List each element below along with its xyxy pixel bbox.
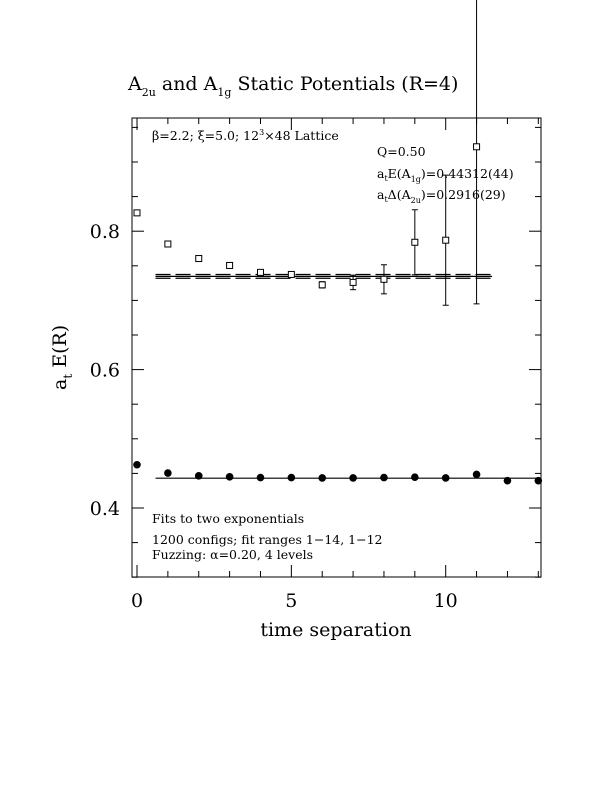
fit-gap-a2u: atΔ(A2u)=0.2916(29) — [377, 187, 506, 205]
axis-tick-labels: 0 5 10 0.4 0.6 0.8 — [90, 221, 458, 612]
data-point-a1g — [380, 473, 388, 482]
footnote-fuzzing: Fuzzing: α=0.20, 4 levels — [152, 547, 313, 562]
data-point-a2u — [473, 143, 481, 151]
lattice-note: β=2.2; ξ=5.0; 123×48 Lattice — [152, 128, 339, 143]
data-point-a1g — [472, 470, 481, 479]
x-tick-label: 0 — [131, 590, 143, 612]
y-axis-label: at E(R) — [49, 325, 75, 390]
data-point-a1g — [411, 473, 419, 482]
data-point-a2u — [226, 261, 234, 269]
fit-lines — [155, 273, 539, 479]
plot-frame — [131, 117, 542, 578]
data-point-a1g — [349, 474, 357, 482]
data-point-a2u — [164, 240, 172, 248]
y-tick-label: 0.4 — [90, 498, 120, 520]
footnote-fits: Fits to two exponentials — [152, 511, 304, 526]
data-point-a2u — [318, 281, 326, 289]
data-point-a1g — [133, 460, 141, 469]
data-point-a1g — [194, 472, 203, 480]
data-point-a1g — [225, 473, 234, 481]
fit-energy-a1g: atE(A1g)=0.44312(44) — [377, 166, 514, 184]
data-point-a1g — [441, 474, 450, 482]
data-point-a1g — [534, 476, 543, 485]
x-tick-label: 10 — [434, 590, 458, 612]
data-point-a2u — [287, 270, 295, 278]
data-point-a2u — [256, 268, 264, 276]
footnote-configs: 1200 configs; fit ranges 1−14, 1−12 — [152, 532, 383, 547]
data-point-a1g — [318, 474, 327, 482]
y-tick-label: 0.8 — [90, 221, 120, 243]
data-point-a1g — [164, 469, 172, 477]
chart-title: A2u and A1g Static Potentials (R=4) — [127, 73, 458, 99]
data-point-a1g — [256, 473, 265, 482]
y-tick-label: 0.6 — [90, 360, 120, 382]
axis-ticks — [132, 118, 541, 578]
x-tick-label: 5 — [285, 590, 297, 612]
data-point-a2u — [411, 238, 419, 246]
x-axis-label: time separation — [260, 619, 411, 641]
data-point-a1g — [287, 473, 296, 482]
data-point-a2u — [442, 236, 450, 244]
fit-q-value: Q=0.50 — [377, 144, 426, 159]
data-point-a2u — [380, 275, 388, 283]
data-point-a2u — [133, 209, 141, 217]
data-point-a2u — [195, 255, 203, 263]
data-point-a1g — [503, 476, 512, 485]
data-point-a2u — [349, 278, 357, 286]
data-points — [133, 0, 543, 485]
